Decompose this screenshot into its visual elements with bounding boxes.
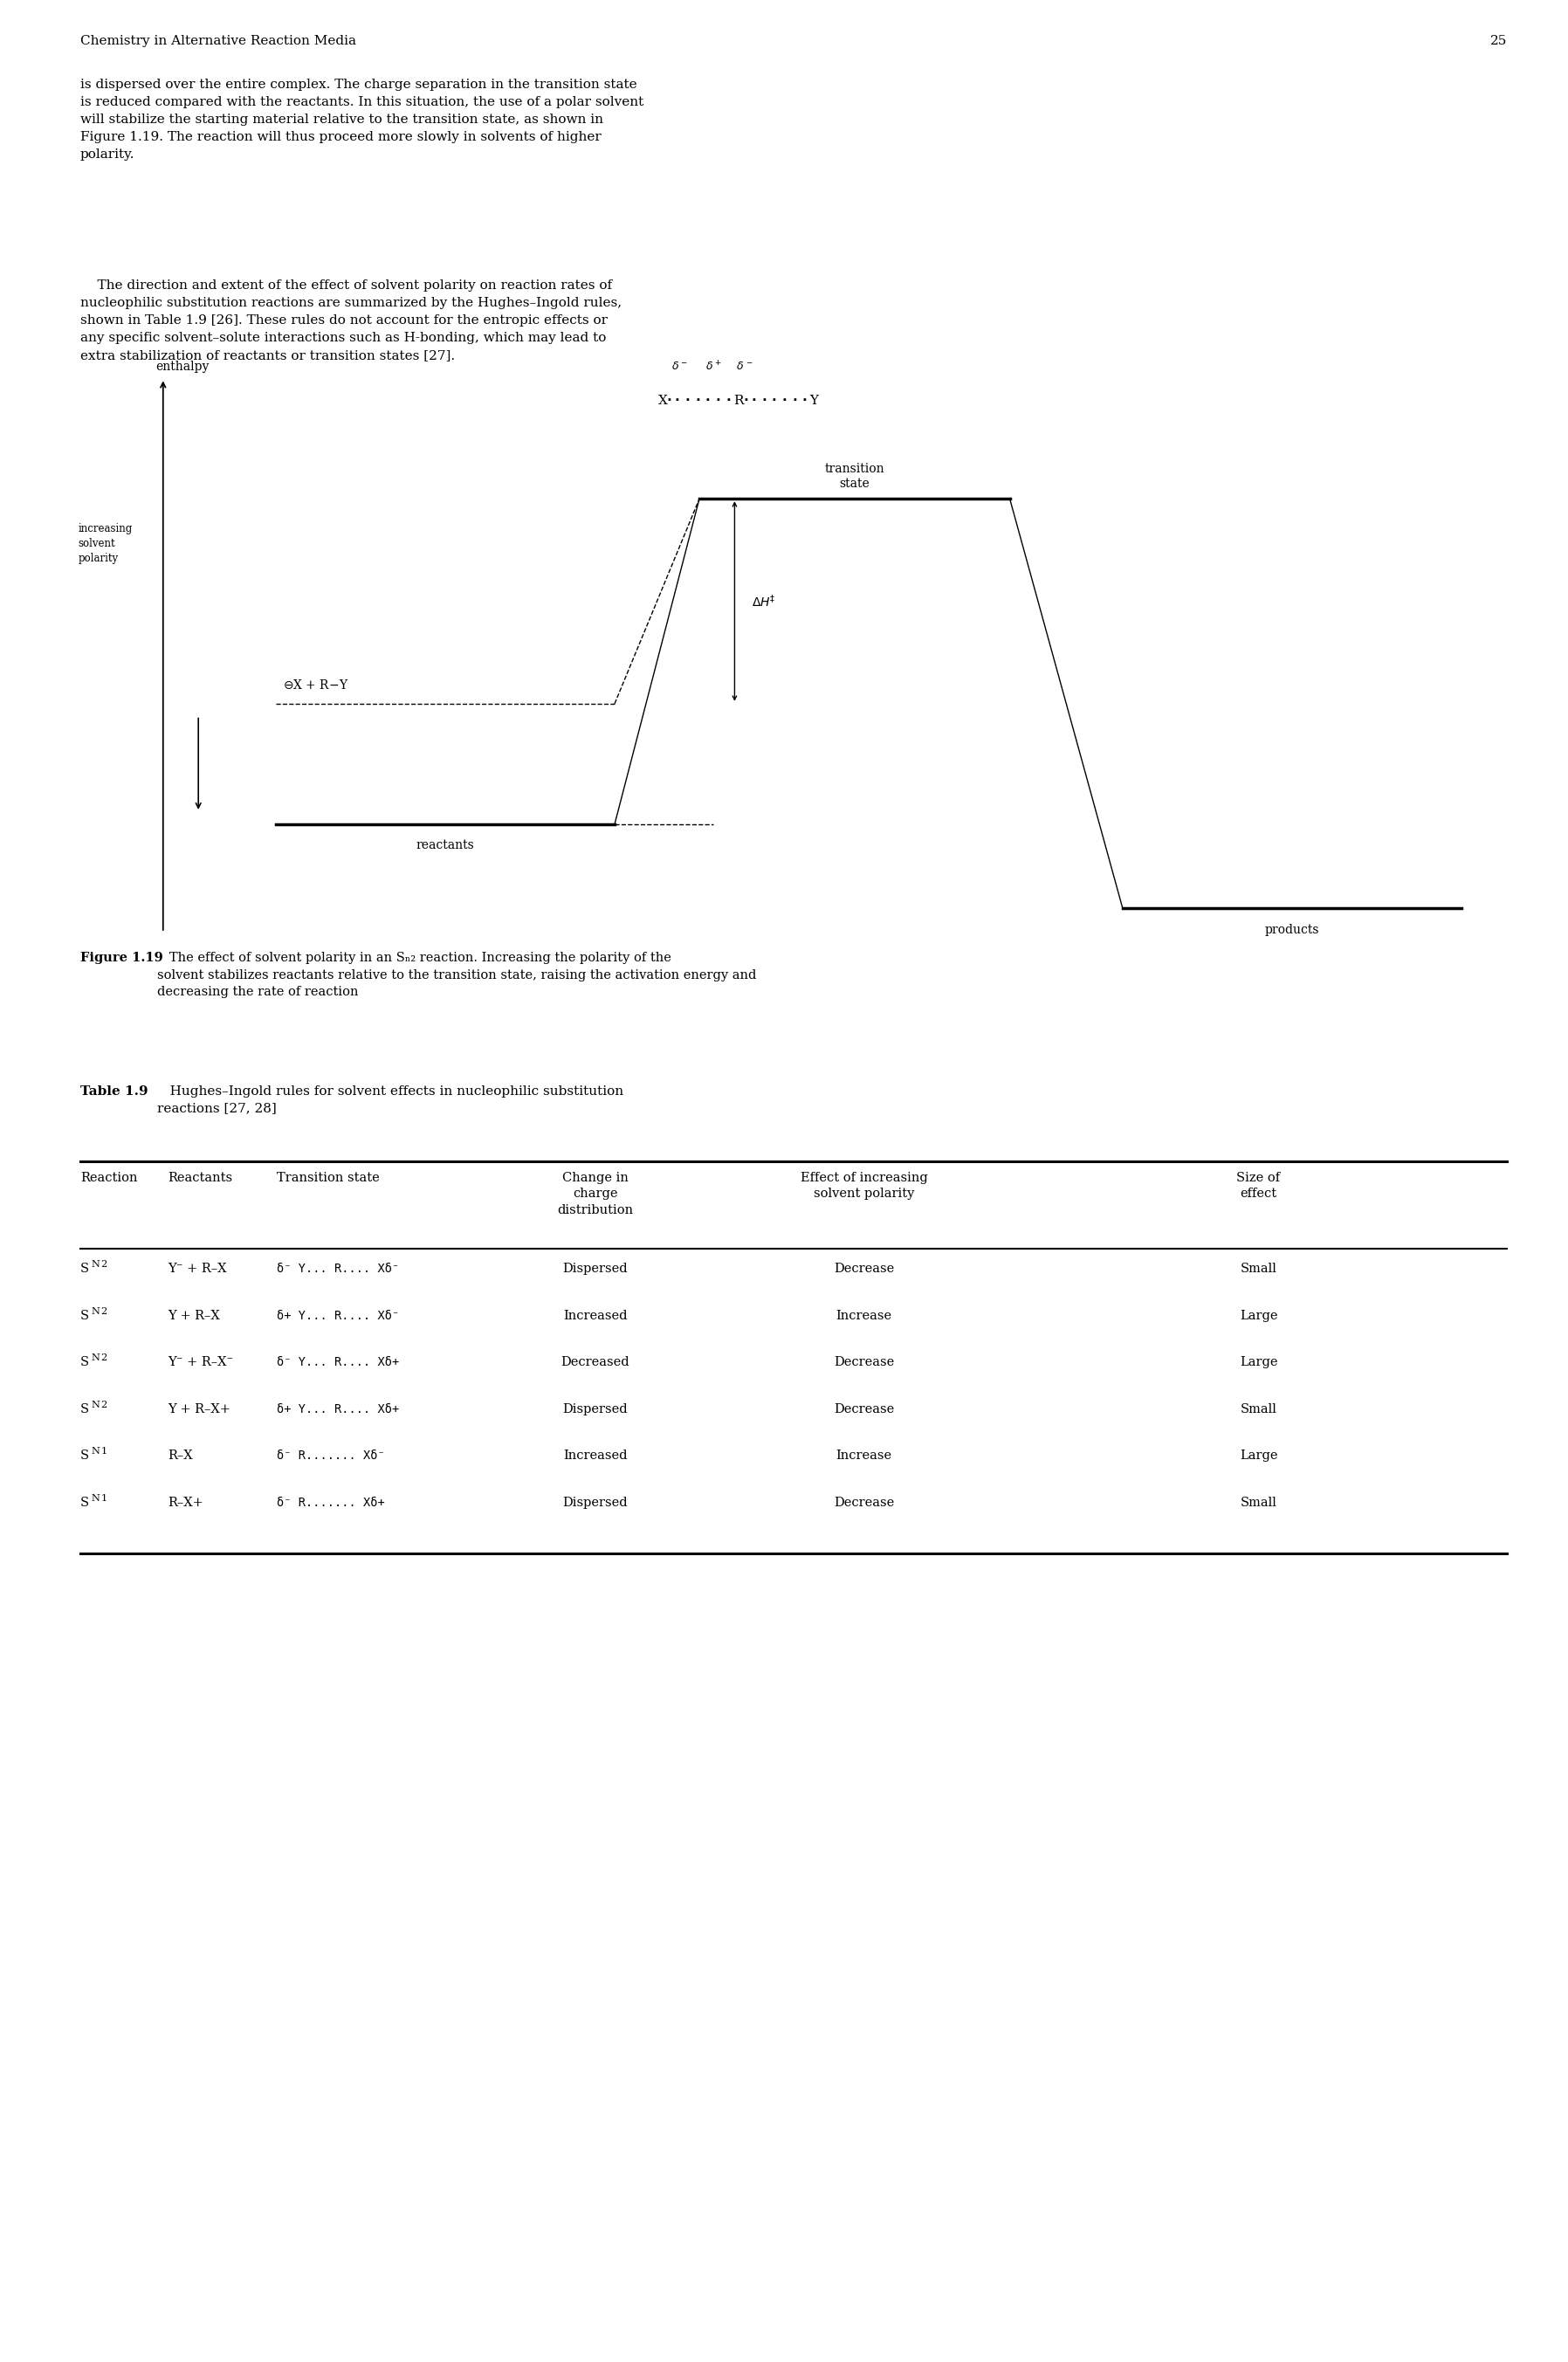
Text: Increase: Increase (836, 1309, 892, 1323)
Text: Transition state: Transition state (278, 1172, 379, 1183)
Text: N: N (91, 1448, 100, 1455)
Text: Decrease: Decrease (834, 1356, 894, 1368)
Text: 2: 2 (100, 1259, 107, 1268)
Text: Chemistry in Alternative Reaction Media: Chemistry in Alternative Reaction Media (80, 35, 356, 47)
Text: Dispersed: Dispersed (563, 1495, 629, 1509)
Text: S: S (80, 1403, 89, 1415)
Text: The effect of solvent polarity in an Sₙ₂ reaction. Increasing the polarity of th: The effect of solvent polarity in an Sₙ₂… (157, 952, 756, 999)
Text: Change in
charge
distribution: Change in charge distribution (557, 1172, 633, 1216)
Text: δ⁻ Y... R.... Xδ⁻: δ⁻ Y... R.... Xδ⁻ (278, 1264, 400, 1275)
Text: Dispersed: Dispersed (563, 1403, 629, 1415)
Text: transition
state: transition state (825, 463, 884, 489)
Text: $\delta^-$     $\delta^+$    $\delta^-$: $\delta^-$ $\delta^+$ $\delta^-$ (671, 361, 753, 373)
Text: Figure 1.19: Figure 1.19 (80, 952, 163, 964)
Text: 25: 25 (1490, 35, 1507, 47)
Text: reactants: reactants (416, 839, 475, 850)
Text: $\Delta H^{\ddagger}$: $\Delta H^{\ddagger}$ (751, 593, 776, 609)
Text: The direction and extent of the effect of solvent polarity on reaction rates of
: The direction and extent of the effect o… (80, 279, 622, 361)
Text: S: S (80, 1309, 89, 1323)
Text: Y⁻ + R–X⁻: Y⁻ + R–X⁻ (168, 1356, 234, 1368)
Text: $\ominus$X + R$-$Y: $\ominus$X + R$-$Y (282, 680, 348, 692)
Text: Dispersed: Dispersed (563, 1264, 629, 1275)
Text: Large: Large (1240, 1309, 1278, 1323)
Text: N: N (91, 1401, 100, 1408)
Text: N: N (91, 1306, 100, 1316)
Text: 1: 1 (100, 1493, 107, 1502)
Text: is dispersed over the entire complex. The charge separation in the transition st: is dispersed over the entire complex. Th… (80, 78, 643, 161)
Text: Increased: Increased (563, 1450, 627, 1462)
Text: 2: 2 (100, 1401, 107, 1408)
Text: 2: 2 (100, 1353, 107, 1363)
Text: S: S (80, 1450, 89, 1462)
Text: Increased: Increased (563, 1309, 627, 1323)
Text: X$\mathbf{\cdot\cdot\cdot\cdot\cdot\cdot\cdot}$R$\mathbf{\cdot\cdot\cdot\cdot\cd: X$\mathbf{\cdot\cdot\cdot\cdot\cdot\cdot… (657, 394, 820, 406)
Text: Large: Large (1240, 1356, 1278, 1368)
Text: Y⁻ + R–X: Y⁻ + R–X (168, 1264, 226, 1275)
Text: Increase: Increase (836, 1450, 892, 1462)
Text: δ+ Y... R.... Xδ+: δ+ Y... R.... Xδ+ (278, 1403, 400, 1415)
Text: R–X: R–X (168, 1450, 193, 1462)
Text: δ+ Y... R.... Xδ⁻: δ+ Y... R.... Xδ⁻ (278, 1309, 400, 1323)
Text: Y + R–X: Y + R–X (168, 1309, 220, 1323)
Text: products: products (1265, 924, 1319, 935)
Text: N: N (91, 1493, 100, 1502)
Text: Decreased: Decreased (561, 1356, 630, 1368)
Text: δ⁻ R....... Xδ⁻: δ⁻ R....... Xδ⁻ (278, 1450, 384, 1462)
Text: Decrease: Decrease (834, 1403, 894, 1415)
Text: S: S (80, 1495, 89, 1509)
Text: Table 1.9: Table 1.9 (80, 1087, 147, 1098)
Text: δ⁻ Y... R.... Xδ+: δ⁻ Y... R.... Xδ+ (278, 1356, 400, 1368)
Text: R–X+: R–X+ (168, 1495, 204, 1509)
Text: Small: Small (1240, 1403, 1276, 1415)
Text: Large: Large (1240, 1450, 1278, 1462)
Text: Small: Small (1240, 1264, 1276, 1275)
Text: Reaction: Reaction (80, 1172, 138, 1183)
Text: enthalpy: enthalpy (157, 361, 210, 373)
Text: increasing
solvent
polarity: increasing solvent polarity (78, 522, 133, 565)
Text: Decrease: Decrease (834, 1264, 894, 1275)
Text: Y + R–X+: Y + R–X+ (168, 1403, 230, 1415)
Text: N: N (91, 1353, 100, 1363)
Text: N: N (91, 1259, 100, 1268)
Text: Size of
effect: Size of effect (1237, 1172, 1281, 1200)
Text: 2: 2 (100, 1306, 107, 1316)
Text: S: S (80, 1264, 89, 1275)
Text: 1: 1 (100, 1448, 107, 1455)
Text: Hughes–Ingold rules for solvent effects in nucleophilic substitution
reactions [: Hughes–Ingold rules for solvent effects … (157, 1087, 624, 1115)
Text: δ⁻ R....... Xδ+: δ⁻ R....... Xδ+ (278, 1495, 384, 1509)
Text: Effect of increasing
solvent polarity: Effect of increasing solvent polarity (800, 1172, 928, 1200)
Text: S: S (80, 1356, 89, 1368)
Text: Small: Small (1240, 1495, 1276, 1509)
Text: Reactants: Reactants (168, 1172, 232, 1183)
Text: Decrease: Decrease (834, 1495, 894, 1509)
